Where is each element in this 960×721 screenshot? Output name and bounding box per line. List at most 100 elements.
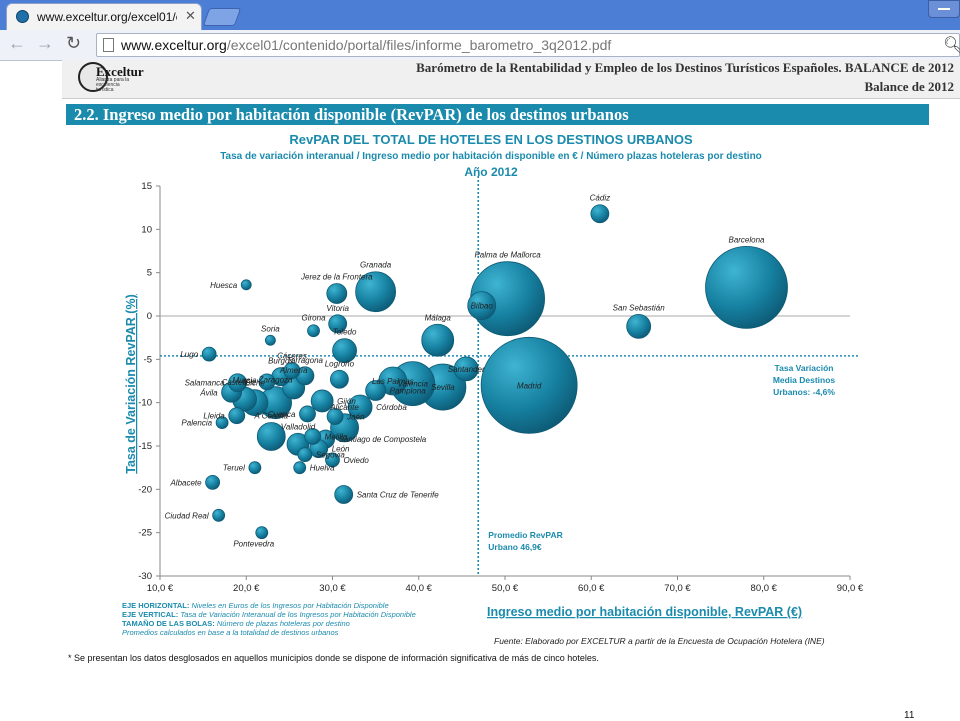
bubble [299, 405, 316, 423]
bubble [248, 461, 262, 475]
axis-note: EJE HORIZONTAL: Niveles en Euros de los … [122, 601, 389, 610]
bubble-label: A Coruña [254, 411, 289, 420]
page-number: 11 [904, 710, 915, 721]
y-tick-label: 15 [141, 181, 152, 192]
bubble-label: Elche [245, 379, 266, 388]
report-subtitle: Balance de 2012 [864, 79, 954, 94]
bubble-label: Gijón [337, 397, 356, 406]
bubble-label: Valladolid [281, 422, 316, 431]
bubble [328, 314, 348, 334]
bubble-label: Melilla [325, 432, 348, 441]
axis-note: TAMAÑO DE LAS BOLAS: Número de plazas ho… [122, 619, 350, 628]
bubble [467, 291, 497, 321]
browser-tab[interactable]: www.exceltur.org/excel01/c ✕ [6, 3, 202, 30]
bubble-label: Tarragona [287, 356, 324, 365]
bubble-label: Palencia [181, 419, 212, 428]
bubble-label: Cáceres [277, 352, 307, 361]
bubble-label: Vitoria [326, 304, 349, 313]
chart-source: Fuente: Elaborado por EXCELTUR a partir … [494, 636, 825, 646]
x-tick-label: 10,0 € [147, 583, 174, 594]
bubble-label: Santa Cruz de Tenerife [357, 491, 440, 500]
y-tick-label: -25 [138, 528, 152, 539]
bubble-label: Sevilla [431, 383, 455, 392]
average-revpar-label: Promedio RevPAR [488, 530, 562, 540]
bubble-label: Girona [302, 314, 327, 323]
bubble-label: Cuenca [268, 410, 296, 419]
bubble-label: Oviedo [344, 456, 370, 465]
search-icon[interactable]: 🔍︎ [943, 37, 960, 54]
x-tick-label: 80,0 € [751, 583, 778, 594]
bubble [228, 373, 248, 393]
bubble-label: León [332, 445, 350, 454]
bubble-label: Las Palmas [372, 377, 414, 386]
y-tick-label: 10 [141, 224, 152, 235]
x-tick-label: 50,0 € [492, 583, 519, 594]
bubble [297, 447, 313, 463]
bubble-label: Albacete [169, 478, 202, 487]
bubble [212, 508, 226, 522]
average-revpar-label: Urbano 46,9€ [488, 542, 542, 552]
chart-title: RevPAR DEL TOTAL DE HOTELES EN LOS DESTI… [289, 132, 693, 147]
x-tick-label: 70,0 € [664, 583, 691, 594]
bubble-label: Alicante [329, 403, 359, 412]
bubble-label: Zaragoza [258, 376, 293, 385]
forward-arrow-icon[interactable]: → [36, 33, 54, 53]
url-text[interactable]: www.exceltur.org/excel01/contenido/porta… [121, 37, 612, 53]
x-tick-label: 90,0 € [837, 583, 864, 594]
x-tick-label: 40,0 € [406, 583, 433, 594]
bubble [334, 485, 354, 504]
chart-year: Año 2012 [464, 165, 518, 179]
bubble-label: Toledo [333, 328, 357, 337]
bubble-label: Ciudad Real [165, 511, 209, 520]
y-tick-label: 0 [147, 311, 152, 322]
average-variation-label: Media Destinos [773, 375, 836, 385]
bubble [240, 279, 252, 291]
bubble [255, 526, 269, 540]
bubble [329, 369, 349, 389]
back-arrow-icon[interactable]: ← [8, 33, 26, 53]
bubble-label: Murcia [233, 376, 258, 385]
bubble-label: Jerez de la Frontera [300, 272, 373, 281]
bubble [228, 407, 246, 425]
bubble-label: San Sebastián [613, 303, 666, 312]
average-variation-label: Urbanos: -4,6% [773, 387, 835, 397]
new-tab-button[interactable] [202, 8, 242, 26]
bubble-label: Pontevedra [233, 540, 274, 549]
bubble-label: Castellón [222, 378, 256, 387]
logo-subtext: Alianza para la excelencia turística [96, 77, 130, 93]
address-bar[interactable]: www.exceltur.org/excel01/contenido/porta… [96, 33, 960, 57]
bubble-label: Jaén [346, 413, 365, 422]
y-tick-label: -15 [138, 441, 152, 452]
bubble-label: Ávila [199, 388, 218, 397]
bubble [258, 373, 276, 391]
bubble [326, 408, 344, 425]
bubble [201, 346, 217, 362]
bubble-label: Huelva [310, 464, 335, 473]
footnote: * Se presentan los datos desglosados en … [68, 653, 599, 663]
bubble-label: Barcelona [728, 235, 765, 244]
browser-tabbar: www.exceltur.org/excel01/c ✕ [0, 0, 960, 30]
x-tick-label: 30,0 € [319, 583, 346, 594]
bubble-label: Cádiz [590, 194, 610, 203]
bubble [205, 474, 221, 490]
reload-icon[interactable]: ↻ [66, 33, 82, 53]
bubble [590, 204, 610, 224]
bubble [453, 356, 479, 382]
x-axis-label: Ingreso medio por habitación disponible,… [487, 605, 802, 619]
y-axis-label: Tasa de Variación RevPAR (%) [124, 294, 138, 473]
bubble-label: Logroño [325, 359, 355, 368]
bubble-label: Palma de Mallorca [474, 251, 541, 260]
page-icon [103, 38, 114, 52]
bubble-label: Huesca [210, 281, 238, 290]
y-tick-label: -10 [138, 398, 152, 409]
average-variation-label: Tasa Variación [775, 363, 834, 373]
y-tick-label: -5 [144, 354, 152, 365]
close-tab-icon[interactable]: ✕ [185, 8, 196, 23]
minimize-window-button[interactable] [928, 0, 960, 18]
bubble-label: Teruel [223, 464, 245, 473]
globe-favicon-icon [16, 10, 29, 23]
bubble [307, 324, 320, 338]
report-header: Exceltur Alianza para la excelencia turí… [62, 60, 960, 99]
bubble [283, 362, 301, 380]
